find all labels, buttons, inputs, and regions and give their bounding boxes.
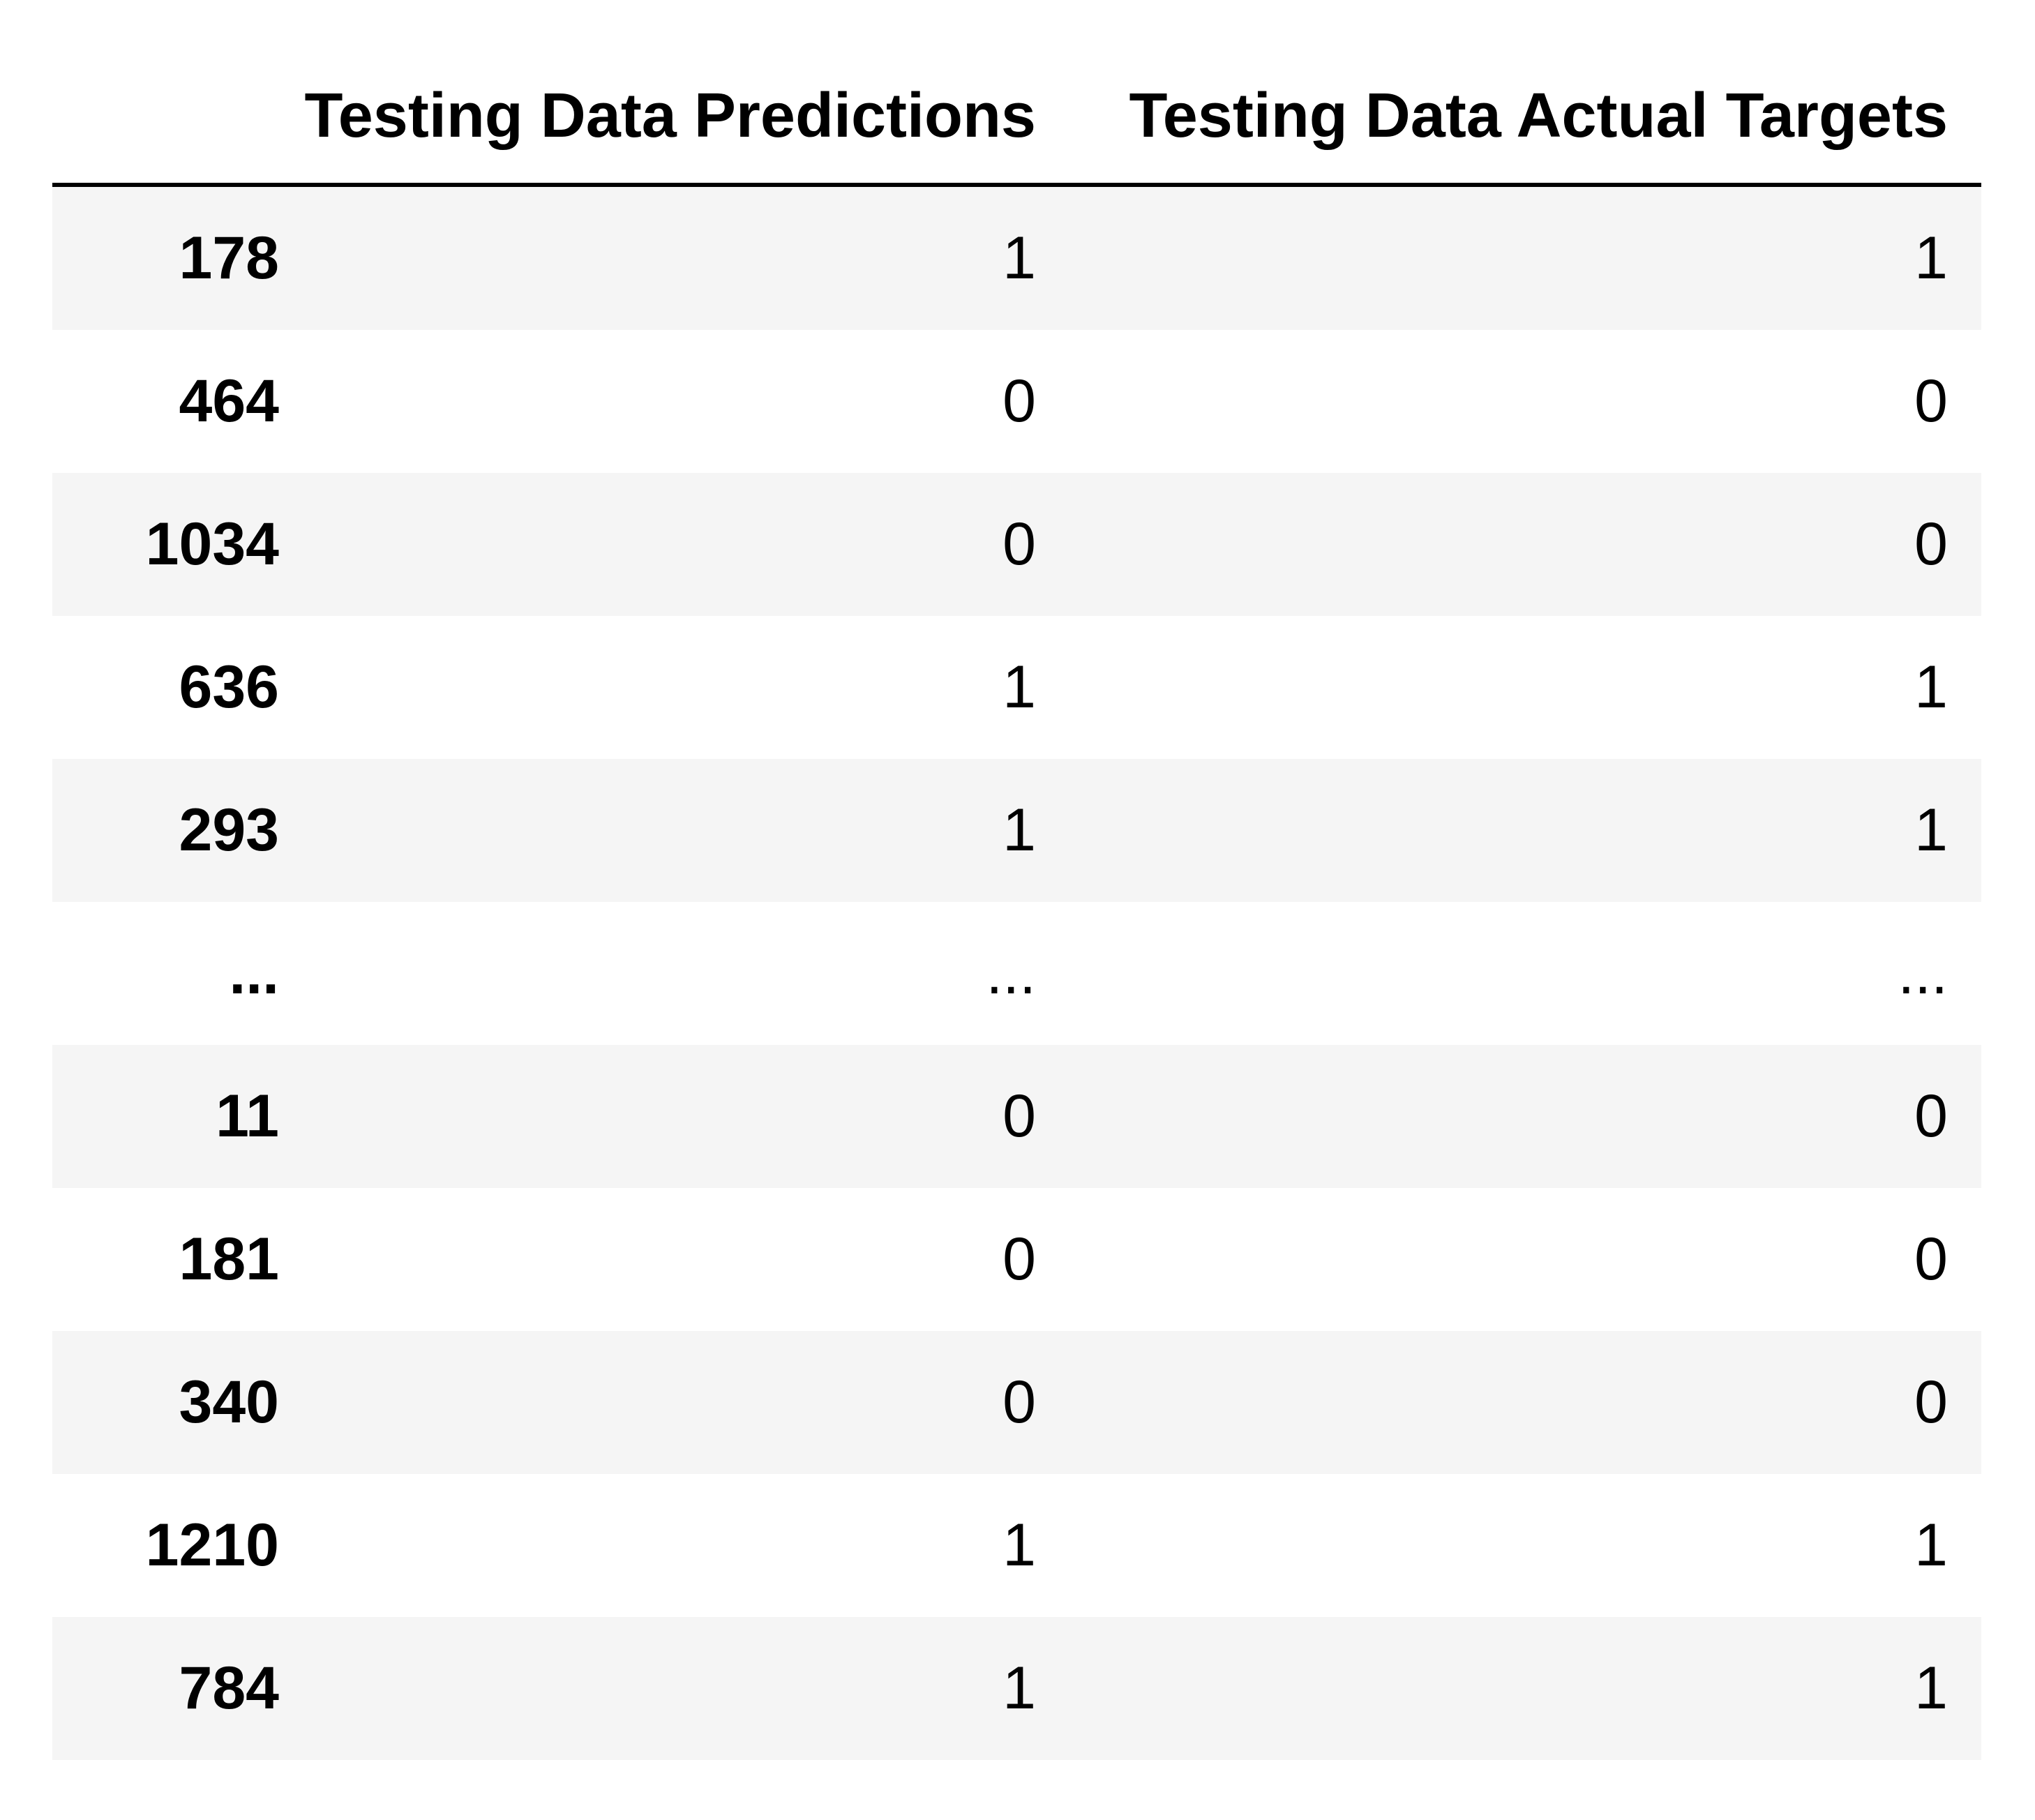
actual-target-cell: ... xyxy=(1898,940,1948,1007)
actual-target-cell: 0 xyxy=(1914,1083,1948,1150)
table-row: 293 1 1 xyxy=(52,759,1981,902)
table-row: 1034 0 0 xyxy=(52,473,1981,616)
table-row-ellipsis: ... ... ... xyxy=(52,902,1981,1045)
prediction-cell: 1 xyxy=(1003,225,1036,292)
table-header-row: Testing Data Predictions Testing Data Ac… xyxy=(52,0,1981,187)
column-header-actual-targets: Testing Data Actual Targets xyxy=(1129,81,1948,151)
prediction-cell: 1 xyxy=(1003,1512,1036,1579)
row-index: 784 xyxy=(179,1655,280,1722)
row-index: 1034 xyxy=(145,511,279,578)
prediction-cell: 1 xyxy=(1003,797,1036,864)
row-index: 636 xyxy=(179,654,280,721)
row-index: 340 xyxy=(179,1369,280,1436)
row-index: 464 xyxy=(179,368,280,435)
prediction-cell: 1 xyxy=(1003,654,1036,721)
prediction-cell: ... xyxy=(986,940,1036,1007)
row-index: ... xyxy=(229,940,279,1007)
table-row: 636 1 1 xyxy=(52,616,1981,759)
table-row: 1210 1 1 xyxy=(52,1474,1981,1617)
prediction-cell: 0 xyxy=(1003,1226,1036,1293)
row-index: 181 xyxy=(179,1226,280,1293)
row-index: 293 xyxy=(179,797,280,864)
table-row: 178 1 1 xyxy=(52,187,1981,330)
actual-target-cell: 1 xyxy=(1914,1655,1948,1722)
prediction-cell: 0 xyxy=(1003,1083,1036,1150)
table-row: 11 0 0 xyxy=(52,1045,1981,1188)
actual-target-cell: 1 xyxy=(1914,1512,1948,1579)
actual-target-cell: 0 xyxy=(1914,1369,1948,1436)
actual-target-cell: 1 xyxy=(1914,654,1948,721)
table-body: 178 1 1 464 0 0 1034 0 0 636 1 1 293 1 1… xyxy=(52,187,1981,1760)
actual-target-cell: 0 xyxy=(1914,368,1948,435)
actual-target-cell: 0 xyxy=(1914,511,1948,578)
actual-target-cell: 1 xyxy=(1914,225,1948,292)
column-header-predictions: Testing Data Predictions xyxy=(304,81,1036,151)
actual-target-cell: 0 xyxy=(1914,1226,1948,1293)
prediction-cell: 0 xyxy=(1003,1369,1036,1436)
row-index: 11 xyxy=(216,1083,279,1150)
table-row: 464 0 0 xyxy=(52,330,1981,473)
row-index: 178 xyxy=(179,225,280,292)
dataframe-table: Testing Data Predictions Testing Data Ac… xyxy=(52,0,1981,1760)
table-row: 181 0 0 xyxy=(52,1188,1981,1331)
prediction-cell: 1 xyxy=(1003,1655,1036,1722)
row-index: 1210 xyxy=(145,1512,279,1579)
prediction-cell: 0 xyxy=(1003,511,1036,578)
actual-target-cell: 1 xyxy=(1914,797,1948,864)
table-row: 784 1 1 xyxy=(52,1617,1981,1760)
prediction-cell: 0 xyxy=(1003,368,1036,435)
table-row: 340 0 0 xyxy=(52,1331,1981,1474)
